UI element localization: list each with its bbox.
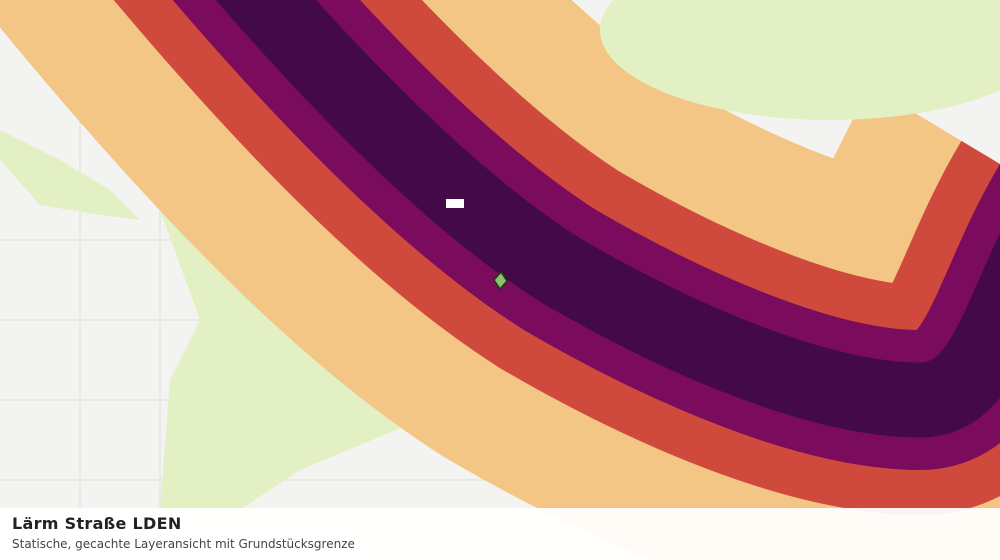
- green-area: [600, 0, 1000, 120]
- parcel-boundary: [493, 270, 508, 291]
- layer-title: Lärm Straße LDEN: [12, 514, 182, 533]
- noise-band-70: [215, 0, 1000, 438]
- green-area: [0, 130, 140, 220]
- legend-footer: Lärm Straße LDEN Statische, gecachte Lay…: [0, 508, 1000, 560]
- layer-subtitle: Statische, gecachte Layeransicht mit Gru…: [12, 537, 355, 551]
- gap: [446, 199, 464, 208]
